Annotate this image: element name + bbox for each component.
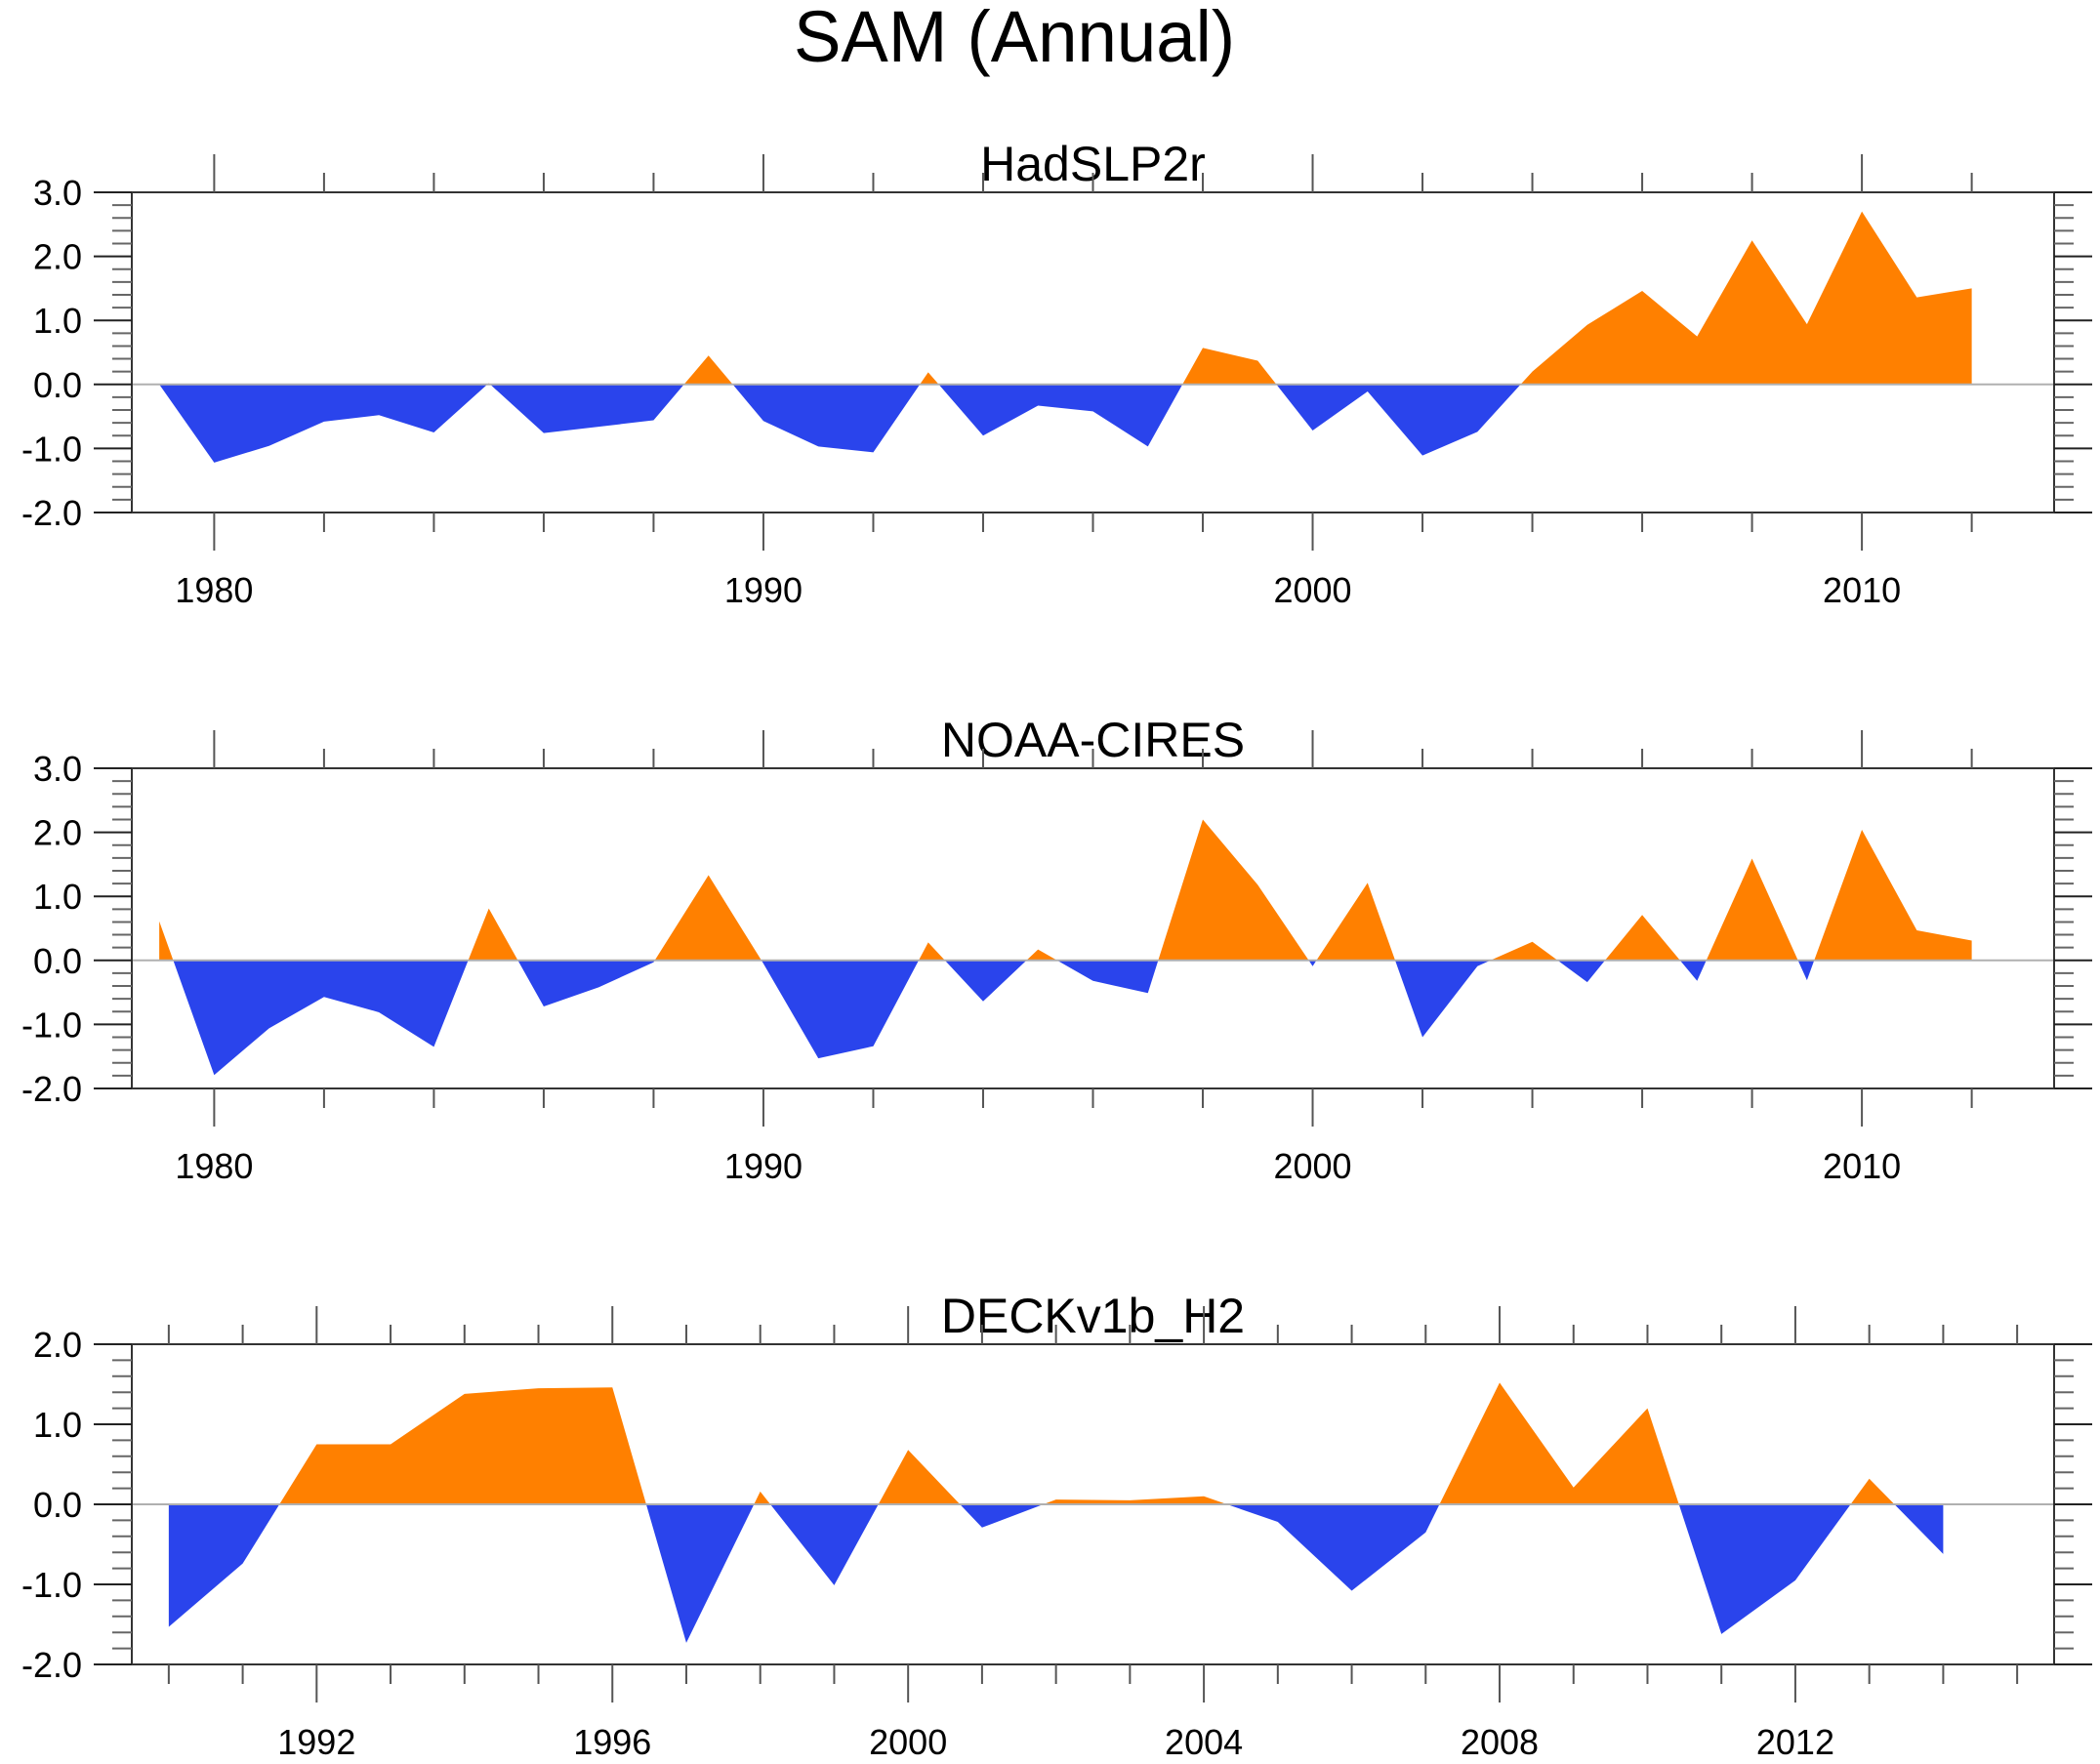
y-tick-label: -2.0 [21,1645,82,1685]
y-tick-label: -2.0 [21,1069,82,1109]
area-fills [168,1382,1944,1643]
panel-deckv1b-h2: DECKv1b_H2 1992 1996 2000 2004 2008 2012 2.0 1.0… [21,1289,2092,1762]
x-tick-label: 1980 [175,570,253,610]
y-tick-label: 3.0 [33,173,82,213]
y-tick-label: 3.0 [33,749,82,789]
negative-area [159,960,1972,1076]
y-tick-label: 1.0 [33,1405,82,1445]
y-tick-label: 1.0 [33,877,82,917]
y-tick-label: -2.0 [21,493,82,533]
x-tick-label: 1996 [573,1722,651,1762]
y-tick-label: 0.0 [33,1485,82,1525]
x-ticks [213,730,1973,1127]
negative-area [159,384,1972,463]
negative-area [168,1504,1944,1643]
y-tick-label: 2.0 [33,1325,82,1365]
x-tick-label: 2004 [1165,1722,1243,1762]
x-tick-label: 2000 [1273,1146,1351,1186]
y-tick-label: 2.0 [33,237,82,277]
x-ticks [167,1306,2019,1702]
x-tick-label: 2008 [1461,1722,1539,1762]
positive-area [159,819,1972,961]
x-tick-label: 2000 [869,1722,947,1762]
figure-title: SAM (Annual) [794,0,1235,77]
x-ticks [213,154,1973,551]
x-tick-label: 2010 [1823,570,1901,610]
area-fills [159,211,1972,463]
panel-title: DECKv1b_H2 [941,1289,1245,1343]
x-tick-label: 2000 [1273,570,1351,610]
y-ticks [94,191,2092,513]
y-tick-label: 1.0 [33,301,82,341]
y-tick-label: -1.0 [21,429,82,469]
area-fills [159,819,1972,1076]
y-tick-label: -1.0 [21,1005,82,1045]
y-tick-label: 0.0 [33,941,82,981]
positive-area [159,211,1972,385]
x-tick-label: 1980 [175,1146,253,1186]
y-tick-label: 0.0 [33,365,82,405]
positive-area [168,1382,1944,1504]
y-tick-label: -1.0 [21,1565,82,1605]
x-tick-label: 1992 [277,1722,355,1762]
x-tick-label: 2012 [1756,1722,1834,1762]
y-tick-label: 2.0 [33,813,82,853]
x-tick-label: 1990 [724,1146,803,1186]
x-tick-label: 1990 [724,570,803,610]
y-ticks [94,1343,2092,1665]
x-tick-label: 2010 [1823,1146,1901,1186]
y-ticks [94,767,2092,1089]
